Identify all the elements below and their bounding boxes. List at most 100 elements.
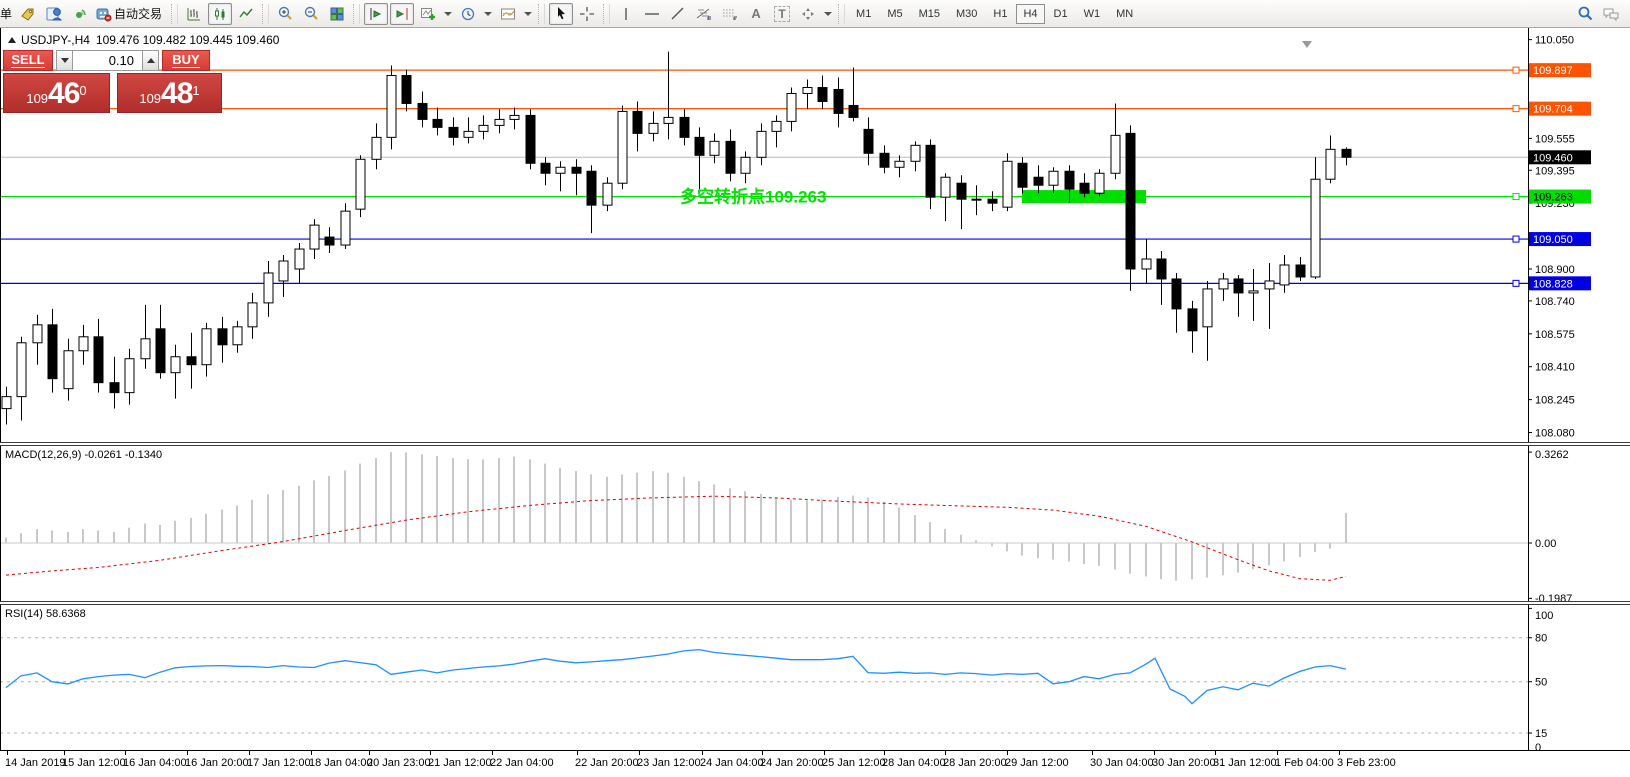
svg-text:110.050: 110.050 [1535,35,1574,47]
sell-button[interactable]: SELL [3,50,53,71]
indicators-button[interactable] [416,3,440,25]
time-axis-tick [824,751,825,755]
tile-windows-icon [330,7,344,20]
crosshair-tool-button[interactable] [575,3,599,25]
time-axis-tick [639,751,640,755]
candlestick-chart-button[interactable] [208,2,233,25]
label-tool-button[interactable]: T [770,3,794,25]
triangle-up-icon [146,58,155,63]
time-axis-tick [7,751,8,755]
main-chart-panel[interactable]: 多空转折点109.263 110.050 109.555 109.395 109.230… [0,28,1630,442]
time-axis-label: 16 Jan 04:00 [123,757,187,769]
timeframe-button-w1[interactable]: W1 [1083,7,1101,20]
bar-chart-button[interactable] [182,3,206,25]
buy-button[interactable]: BUY [162,50,210,71]
macd-canvas[interactable]: 0.3262 0.00 -0.1987 [0,446,1630,601]
templates-dropdown-caret[interactable] [524,11,533,16]
line-chart-button[interactable] [234,3,258,25]
rsi-value: 58.6368 [45,608,86,620]
vertical-line-icon [625,7,627,20]
rsi-canvas[interactable]: 100 80 50 15 0 [0,605,1630,750]
rsi-panel[interactable]: RSI(14) 58.6368 100 80 50 15 0 [0,605,1630,750]
new-order-button[interactable]: 单 [0,7,13,21]
label-tool-icon: T [774,5,790,22]
time-axis-label: 22 Jan 04:00 [490,757,554,769]
search-button[interactable] [1573,3,1597,25]
timeframe-button-d1[interactable]: D1 [1053,7,1068,20]
autotrade-button[interactable]: 自动交易 [94,3,167,25]
timeframe-button-h1[interactable]: H1 [993,7,1008,20]
time-axis-tick [1277,751,1278,755]
svg-text:108.900: 108.900 [1535,264,1575,276]
time-axis-tick [125,751,126,755]
news-button[interactable] [68,3,92,25]
ohlc-values: 109.476 109.482 109.445 109.460 [95,33,280,47]
lot-size-input[interactable] [73,50,142,71]
time-axis-tick [64,751,65,755]
fibonacci-tool-button[interactable] [692,3,716,25]
timeframe-button-h4[interactable]: H4 [1016,3,1045,24]
time-axis-tick [187,751,188,755]
clock-icon [461,7,475,20]
svg-text:109.460: 109.460 [1533,152,1573,164]
cursor-tool-button[interactable] [549,2,574,25]
tile-windows-button[interactable] [325,3,349,25]
chat-button[interactable] [1599,3,1623,25]
toolbar-separator [262,3,270,24]
profile-button[interactable] [42,3,66,25]
svg-text:109.395: 109.395 [1535,165,1575,177]
timeframe-button-m15[interactable]: M15 [918,7,940,20]
periods-button[interactable] [456,3,480,25]
panel-splitter[interactable] [0,601,1630,605]
time-axis-tick [884,751,885,755]
ticket-icon[interactable] [16,3,40,25]
timeframe-button-m30[interactable]: M30 [956,7,978,20]
arrows-dropdown-caret[interactable] [824,11,833,16]
text-tool-button[interactable]: A [744,3,768,25]
timeframe-button-m5[interactable]: M5 [887,7,903,20]
trendline-tool-button[interactable] [666,3,690,25]
channel-tool-button[interactable] [718,3,742,25]
indicators-dropdown-caret[interactable] [444,11,453,16]
timeframe-button-mn[interactable]: MN [1116,7,1134,20]
panel-splitter[interactable] [0,442,1630,446]
arrows-icon [802,7,815,20]
svg-text:109.050: 109.050 [1533,234,1573,246]
svg-text:108.740: 108.740 [1535,296,1575,308]
time-axis-label: 20 Jan 23:00 [367,757,431,769]
lot-increase-button[interactable] [142,50,159,71]
svg-text:0.3262: 0.3262 [1535,449,1569,461]
autotrade-label: 自动交易 [114,7,163,21]
horizontal-line-tool-button[interactable] [640,3,664,25]
timeframe-button-m1[interactable]: M1 [856,7,872,20]
timeframe-toolbar: M1 M5 M15 M30 H1 H4 D1 W1 MN [848,3,1141,24]
time-axis-tick [492,751,493,755]
ask-price-panel[interactable]: 109 48 1 [117,73,222,113]
time-axis[interactable]: 14 Jan 2019 15 Jan 12:00 16 Jan 04:00 16 Ja… [0,750,1630,777]
main-chart-canvas[interactable]: 多空转折点109.263110.050109.555109.395109.230… [0,28,1630,442]
auto-scroll-button[interactable] [364,2,389,25]
arrows-tool-button[interactable] [796,3,820,25]
time-axis-tick [369,751,370,755]
time-axis-tick [945,751,946,755]
line-chart-icon [239,8,253,17]
svg-text:15: 15 [1535,728,1547,740]
time-axis-label: 24 Jan 20:00 [760,757,824,769]
one-click-collapse-arrow[interactable] [8,37,16,43]
chart-shift-button[interactable] [390,2,415,25]
svg-text:108.245: 108.245 [1535,395,1575,407]
vertical-line-tool-button[interactable] [614,3,638,25]
chat-icon [1603,8,1619,21]
periods-dropdown-caret[interactable] [484,11,493,16]
bid-price-panel[interactable]: 109 46 0 [3,73,110,113]
svg-text:108.410: 108.410 [1535,362,1575,374]
lot-decrease-button[interactable] [56,50,73,71]
time-axis-label: 29 Jan 12:00 [1005,757,1069,769]
zoom-in-button[interactable] [273,3,297,25]
svg-text:108.080: 108.080 [1535,428,1575,440]
zoom-out-button[interactable] [299,3,323,25]
macd-name: MACD(12,26,9) [5,449,82,461]
macd-panel[interactable]: MACD(12,26,9) -0.0261 -0.1340 0.3262 0.00… [0,446,1630,601]
templates-button[interactable] [496,3,520,25]
time-axis-tick [1007,751,1008,755]
